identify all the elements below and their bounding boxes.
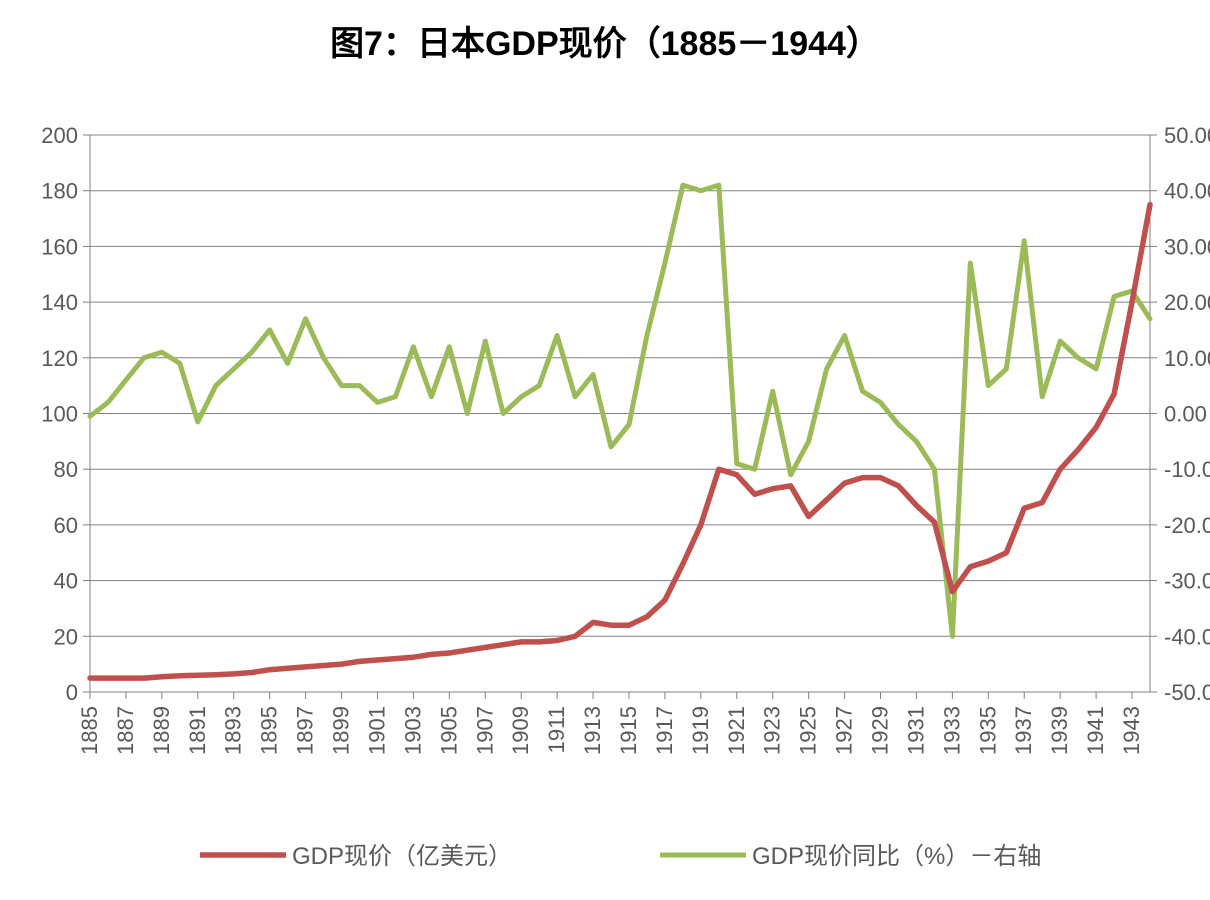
x-tick-label: 1903 <box>400 706 425 755</box>
y-right-tick-label: -40.00 <box>1164 624 1210 649</box>
x-tick-label: 1941 <box>1083 706 1108 755</box>
y-left-tick-label: 200 <box>41 123 78 148</box>
x-tick-label: 1933 <box>939 706 964 755</box>
y-right-tick-label: 30.00 <box>1164 234 1210 259</box>
x-tick-label: 1895 <box>257 706 282 755</box>
x-tick-label: 1935 <box>975 706 1000 755</box>
y-right-tick-label: 10.00 <box>1164 346 1210 371</box>
x-tick-label: 1907 <box>472 706 497 755</box>
x-tick-label: 1915 <box>616 706 641 755</box>
x-tick-label: 1891 <box>185 706 210 755</box>
x-tick-label: 1925 <box>796 706 821 755</box>
y-right-tick-label: 0.00 <box>1164 402 1207 427</box>
y-right-tick-label: -30.00 <box>1164 569 1210 594</box>
y-left-tick-label: 140 <box>41 290 78 315</box>
x-tick-label: 1929 <box>868 706 893 755</box>
x-tick-label: 1921 <box>724 706 749 755</box>
y-left-tick-label: 40 <box>54 569 78 594</box>
y-left-tick-label: 80 <box>54 457 78 482</box>
x-tick-label: 1889 <box>149 706 174 755</box>
y-left-tick-label: 180 <box>41 179 78 204</box>
x-tick-label: 1897 <box>293 706 318 755</box>
y-left-tick-label: 60 <box>54 513 78 538</box>
x-tick-label: 1887 <box>113 706 138 755</box>
x-tick-label: 1893 <box>221 706 246 755</box>
x-tick-label: 1943 <box>1119 706 1144 755</box>
x-tick-label: 1923 <box>760 706 785 755</box>
y-left-tick-label: 100 <box>41 402 78 427</box>
x-tick-label: 1931 <box>903 706 928 755</box>
x-tick-label: 1905 <box>436 706 461 755</box>
y-right-tick-label: -50.00 <box>1164 680 1210 705</box>
y-left-tick-label: 120 <box>41 346 78 371</box>
y-left-tick-label: 20 <box>54 624 78 649</box>
y-left-tick-label: 0 <box>66 680 78 705</box>
x-tick-label: 1917 <box>652 706 677 755</box>
x-tick-label: 1885 <box>77 706 102 755</box>
x-tick-label: 1909 <box>508 706 533 755</box>
y-right-tick-label: -10.00 <box>1164 457 1210 482</box>
legend-label-growth: GDP现价同比（%）－右轴 <box>752 843 1041 870</box>
x-tick-label: 1911 <box>544 706 569 753</box>
legend-label-gdp: GDP现价（亿美元） <box>292 843 512 870</box>
x-tick-label: 1937 <box>1011 706 1036 755</box>
chart-container: 图7：日本GDP现价（1885－1944） 0 20 40 60 80 100 120 140 1… <box>0 0 1210 900</box>
y-right-tick-label: -20.00 <box>1164 513 1210 538</box>
y-right-tick-label: 40.00 <box>1164 179 1210 204</box>
x-tick-label: 1913 <box>580 706 605 755</box>
x-tick-label: 1899 <box>329 706 354 755</box>
y-right-tick-label: 50.00 <box>1164 123 1210 148</box>
line-chart: 图7：日本GDP现价（1885－1944） 0 20 40 60 80 100 120 140 1… <box>0 0 1210 900</box>
y-right-tick-label: 20.00 <box>1164 290 1210 315</box>
x-tick-label: 1939 <box>1047 706 1072 755</box>
x-tick-label: 1901 <box>364 706 389 755</box>
x-tick-label: 1927 <box>832 706 857 755</box>
x-tick-label: 1919 <box>688 706 713 755</box>
chart-title: 图7：日本GDP现价（1885－1944） <box>330 24 880 63</box>
y-left-tick-label: 160 <box>41 234 78 259</box>
